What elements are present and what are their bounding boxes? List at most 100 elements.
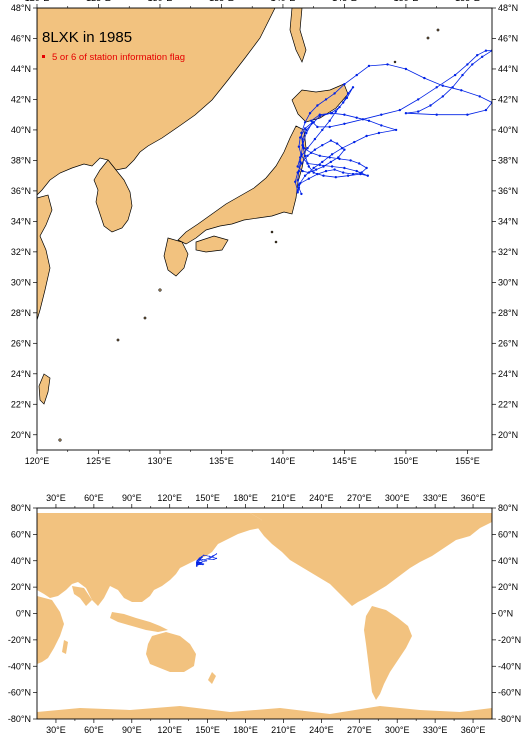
regional-track-point <box>307 171 310 174</box>
regional-track-point <box>386 63 389 66</box>
regional-track-point <box>355 169 358 173</box>
world-lat-label-right: 80°N <box>498 503 518 513</box>
world-track-point <box>202 564 204 566</box>
regional-lat-label-right: 36°N <box>498 186 518 196</box>
world-track-point <box>198 561 200 563</box>
world-track-point <box>200 561 202 564</box>
regional-track-point <box>297 186 301 189</box>
regional-track-point <box>328 125 331 129</box>
regional-track-point <box>321 128 324 132</box>
regional-track-point <box>322 174 325 177</box>
regional-track-point <box>313 148 317 151</box>
regional-track-point <box>353 140 356 144</box>
regional-track-point <box>305 131 308 135</box>
world-lat-label-right: 40°N <box>498 556 518 566</box>
world-track-point <box>196 563 198 565</box>
world-map-ticks: 30°E 30°E 60°E 60°E 90°E 90°E 120°E 120°E 150°E 1… <box>8 493 521 735</box>
regional-track-point <box>312 166 315 170</box>
regional-track-point <box>310 151 313 154</box>
regional-track-point <box>306 162 309 165</box>
world-lon-label-top: 30°E <box>46 493 66 503</box>
korea-shape <box>93 159 133 233</box>
regional-track-point <box>321 144 324 147</box>
world-lon-label-bottom: 300°E <box>385 725 410 735</box>
regional-track-point <box>380 124 383 127</box>
regional-track-point <box>300 153 303 156</box>
regional-track-point <box>355 73 358 77</box>
regional-lat-label-left: 26°N <box>11 338 31 348</box>
taiwan-shape <box>38 373 51 405</box>
regional-lon-label-bottom: 130°E <box>148 456 173 466</box>
regional-track-point <box>343 122 346 126</box>
world-lat-label-left: 0°N <box>16 609 31 619</box>
world-lon-label-bottom: 120°E <box>157 725 182 735</box>
regional-lon-label-top: 125°E <box>86 0 111 3</box>
regional-lat-label-right: 20°N <box>498 430 518 440</box>
regional-track-point <box>300 192 303 196</box>
regional-track-point <box>318 163 321 167</box>
world-lat-label-left: 40°N <box>11 556 31 566</box>
asia-mainland-shape <box>37 8 276 196</box>
greenland-shape <box>430 513 470 536</box>
world-lat-label-right: -20°N <box>498 635 521 645</box>
world-map-land <box>37 513 492 719</box>
regional-lat-label-right: 40°N <box>498 125 518 135</box>
world-track-point <box>196 562 198 564</box>
world-track-point <box>201 561 203 563</box>
australia-shape <box>146 632 196 672</box>
world-lat-label-right: -40°N <box>498 661 521 671</box>
madagascar-shape <box>62 640 68 654</box>
world-lat-label-left: 60°N <box>11 529 31 539</box>
india-shape <box>72 586 92 606</box>
regional-track-point <box>324 169 328 173</box>
regional-lat-label-right: 28°N <box>498 308 518 318</box>
regional-track-point <box>461 73 464 77</box>
world-track-point <box>196 561 198 563</box>
regional-track-point <box>361 118 365 121</box>
regional-track-point <box>297 183 301 186</box>
regional-track-point <box>312 171 315 174</box>
world-track-point <box>200 559 202 561</box>
world-lon-label-top: 330°E <box>423 493 448 503</box>
japan-world-shape <box>154 568 166 582</box>
regional-lon-label-top: 145°E <box>332 0 357 3</box>
world-lat-label-left: 20°N <box>11 582 31 592</box>
regional-track-point <box>380 113 383 116</box>
regional-track-point <box>398 108 401 112</box>
regional-track-point <box>435 86 438 89</box>
regional-track-point <box>328 119 331 123</box>
regional-lat-label-left: 24°N <box>11 369 31 379</box>
world-track-point <box>212 555 214 557</box>
world-lon-label-bottom: 360°E <box>461 725 486 735</box>
world-track-point <box>213 558 215 561</box>
regional-track-point <box>297 169 301 173</box>
regional-lat-label-left: 42°N <box>11 94 31 104</box>
regional-track-point <box>417 98 420 101</box>
sakhalin-shape <box>289 8 307 63</box>
regional-track-point <box>484 49 488 52</box>
regional-track-point <box>296 191 299 194</box>
regional-track-point <box>313 137 317 141</box>
world-track-point <box>202 559 204 561</box>
regional-track-point <box>316 172 319 176</box>
regional-lon-label-top: 130°E <box>148 0 173 3</box>
regional-lat-label-left: 32°N <box>11 247 31 257</box>
regional-track-point <box>342 101 345 104</box>
regional-track-point <box>306 147 309 150</box>
regional-lon-label-bottom: 150°E <box>394 456 419 466</box>
regional-lon-label-bottom: 125°E <box>86 456 111 466</box>
regional-track-point <box>441 84 444 87</box>
world-lon-label-top: 90°E <box>122 493 142 503</box>
regional-track-point <box>294 180 297 183</box>
regional-track-point <box>322 165 325 168</box>
regional-lon-label-top: 135°E <box>209 0 234 3</box>
regional-track-point <box>303 127 307 130</box>
regional-lat-label-left: 40°N <box>11 125 31 135</box>
world-lon-label-bottom: 270°E <box>347 725 372 735</box>
regional-track-point <box>308 112 312 115</box>
regional-track-point <box>330 165 334 168</box>
regional-lon-label-top: 150°E <box>394 0 419 3</box>
regional-track-point <box>329 160 333 164</box>
legend-marker <box>42 55 45 58</box>
world-lon-label-bottom: 330°E <box>423 725 448 735</box>
